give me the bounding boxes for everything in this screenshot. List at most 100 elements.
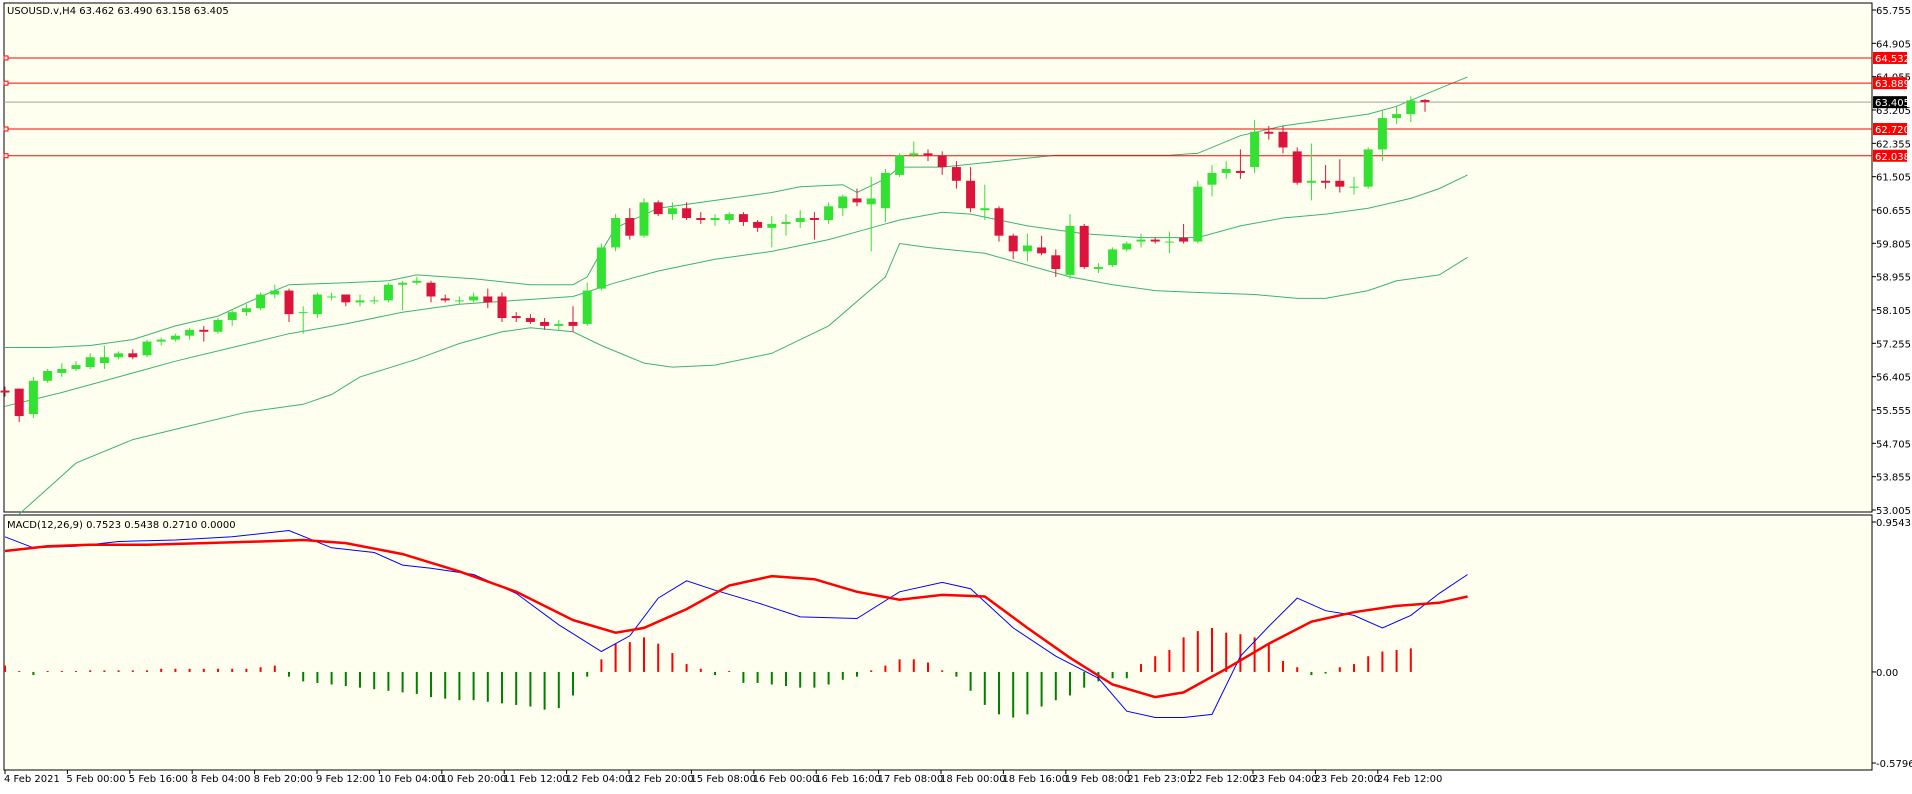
candle [170,333,180,342]
candle-body [1051,255,1061,270]
macd-signal-line [4,538,1468,699]
candle [1321,165,1331,189]
candle [1065,214,1075,279]
candle-body [1022,245,1032,252]
price-level-label: 62.720 [1875,125,1910,136]
candle-body [653,202,663,215]
candle-body [596,247,606,289]
candle-body [838,196,848,209]
candle-body [966,180,976,209]
candle-body [270,290,280,295]
candle-body [383,284,393,301]
candle-body [440,298,450,301]
time-axis-label: 15 Feb 08:00 [690,774,756,785]
candle-body [256,294,266,309]
candle-body [312,294,322,315]
candle-body [1221,169,1231,173]
candle-body [426,282,436,297]
candle [284,288,294,322]
candle-body [1420,100,1430,102]
candle-body [213,320,223,332]
candle [1420,98,1430,112]
candle-body [767,223,777,228]
candle [1037,235,1047,256]
price-axis-label: 53.855 [1876,473,1911,484]
candlesticks [0,96,1430,422]
time-axis-label: 10 Feb 04:00 [378,774,444,785]
macd-pane[interactable] [3,514,1873,771]
price-pane[interactable] [3,2,1873,513]
candle-body [114,353,124,358]
candle [753,220,763,232]
candle-body [1065,225,1075,275]
candle [525,314,535,324]
candle-body [170,335,180,340]
candle [28,376,38,419]
candle [838,194,848,217]
candle-body [1136,239,1146,242]
candle [1278,125,1288,154]
candle-body [0,390,10,393]
candle-body [327,296,337,298]
candle [1264,125,1274,140]
candle-body [880,172,890,209]
macd-lines [4,529,1468,718]
price-level-handle[interactable] [3,153,9,159]
candle [1335,159,1345,193]
candle-body [937,155,947,168]
time-axis-label: 17 Feb 08:00 [878,774,944,785]
candle [497,292,507,322]
candle [213,318,223,334]
current-price-label-bg [1873,96,1907,109]
price-axis-label: 59.805 [1876,239,1911,250]
time-axis-label: 16 Feb 00:00 [753,774,819,785]
time-axis-label: 12 Feb 04:00 [566,774,632,785]
price-level-handle[interactable] [3,126,9,132]
candle-body [454,300,464,302]
candle [625,208,635,240]
price-level-label: 63.889 [1875,79,1910,90]
macd-axis-label: 0.00 [1876,668,1898,679]
candle-body [511,316,521,319]
candle-body [1306,180,1316,183]
price-level-label: 64.532 [1875,54,1910,65]
time-axis-label: 23 Feb 04:00 [1252,774,1318,785]
candle [1207,165,1217,197]
price-level-handle[interactable] [3,80,9,86]
candle [639,198,649,238]
candle [895,153,905,177]
candle-body [1122,243,1132,250]
candle [426,280,436,303]
candle-body [43,370,53,381]
candle [596,243,606,291]
time-axis-label: 8 Feb 04:00 [191,774,250,785]
candle-body [710,218,720,220]
candle [1122,241,1132,252]
candle-body [128,353,138,358]
candle-body [227,312,237,320]
candle-body [185,329,195,336]
price-axis-label: 58.105 [1876,306,1911,317]
candle-body [568,321,578,326]
candle-body [909,153,919,156]
candle-body [667,208,677,215]
candle-body [781,221,791,224]
candle-body [1278,131,1288,148]
bollinger-bands [4,76,1468,515]
price-axis-label: 56.405 [1876,373,1911,384]
candle [99,345,109,370]
candle-body [1250,131,1260,168]
candle [199,325,209,342]
candle [682,202,692,220]
candle [795,210,805,228]
price-level-label-bg [1873,123,1907,136]
price-level-label: 62.038 [1875,152,1910,163]
candle-body [1150,239,1160,242]
horizontal-price-levels[interactable]: 64.532 63.889 62.720 62.038 63.405 [3,51,1910,163]
candle-body [1377,118,1387,150]
candle [994,206,1004,242]
price-level-handle[interactable] [3,55,9,61]
candle-body [1164,241,1174,243]
